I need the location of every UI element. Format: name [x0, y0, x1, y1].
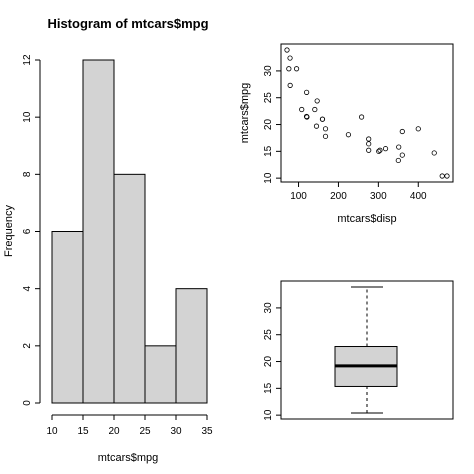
scatter-x-tick-label: 400: [410, 191, 427, 202]
scatter-point: [399, 128, 405, 135]
histogram-bar: [51, 231, 84, 404]
histogram-y-tick-label: 0: [22, 400, 33, 406]
histogram-panel: Histogram of mtcars$mpg mtcars$mpg Frequ…: [3, 16, 213, 464]
scatter-point: [439, 173, 445, 179]
scatter-point: [293, 66, 300, 72]
boxplot-panel: 10 15 20 25 30: [263, 280, 454, 421]
scatter-point: [377, 147, 383, 153]
scatter-point: [358, 114, 365, 120]
scatter-point: [314, 98, 320, 104]
scatter-point: [322, 126, 329, 132]
histogram-y-tick-label: 2: [22, 343, 33, 349]
scatter-point: [366, 141, 372, 147]
scatter-point: [345, 132, 352, 138]
histogram-x-tick-label: 10: [46, 426, 58, 437]
scatter-point: [366, 147, 372, 153]
scatter-x-axis-label: mtcars$disp: [337, 213, 396, 225]
scatter-y-tick-label: 10: [263, 172, 274, 184]
histogram-x-tick-label: 25: [139, 426, 151, 437]
histogram-bar: [113, 173, 146, 404]
scatter-point: [299, 106, 305, 113]
histogram-y-axis: 0 2 4 6 8 10 12: [22, 54, 41, 406]
scatter-y-tick-label: 30: [263, 65, 274, 77]
scatter-point: [304, 89, 310, 95]
histogram-title: Histogram of mtcars$mpg: [47, 16, 208, 31]
scatter-y-axis-label: mtcars$mpg: [239, 83, 251, 144]
scatter-point: [287, 55, 293, 61]
histogram-y-axis-label: Frequency: [3, 205, 15, 257]
scatter-point: [286, 66, 292, 72]
boxplot-y-tick-label: 15: [263, 382, 274, 394]
scatter-panel: mtcars$disp mtcars$mpg 100 200 300 400 10 15…: [239, 43, 454, 225]
scatter-point: [304, 114, 310, 120]
histogram-bar: [144, 345, 177, 404]
scatter-point: [322, 133, 329, 139]
boxplot-y-tick-label: 10: [263, 409, 274, 421]
scatter-point: [395, 157, 401, 164]
histogram-x-tick-label: 30: [170, 426, 182, 437]
histogram-y-tick-label: 6: [22, 228, 33, 234]
boxplot-y-tick-label: 25: [263, 329, 274, 341]
scatter-point: [313, 123, 320, 129]
scatter-point: [376, 148, 382, 154]
scatter-point: [319, 116, 326, 122]
scatter-point: [284, 47, 290, 53]
histogram-y-tick-label: 10: [22, 111, 33, 123]
scatter-points: [284, 47, 450, 179]
scatter-point: [399, 152, 405, 158]
boxplot-frame: [280, 280, 454, 420]
scatter-point: [431, 150, 437, 156]
scatter-y-axis: 10 15 20 25 30: [263, 65, 281, 184]
scatter-plot-frame: [280, 43, 454, 183]
histogram-y-tick-label: 8: [22, 171, 33, 177]
scatter-point: [396, 144, 402, 150]
scatter-point: [312, 106, 318, 113]
scatter-point: [287, 82, 293, 88]
boxplot-marks: [334, 286, 398, 414]
histogram-x-tick-label: 15: [77, 426, 89, 437]
histogram-bars: [51, 59, 208, 404]
scatter-x-axis: 100 200 300 400: [290, 182, 427, 202]
histogram-bar: [175, 288, 208, 404]
scatter-x-tick-label: 300: [370, 191, 387, 202]
histogram-y-tick-label: 4: [22, 285, 33, 291]
boxplot-y-axis: 10 15 20 25 30: [263, 302, 281, 421]
histogram-x-axis: 10 15 20 25 30 35: [46, 414, 213, 437]
scatter-point: [444, 173, 450, 179]
scatter-y-tick-label: 25: [263, 92, 274, 104]
histogram-x-tick-label: 20: [108, 426, 120, 437]
scatter-point: [366, 136, 372, 142]
boxplot-y-tick-label: 30: [263, 302, 274, 314]
histogram-x-axis-label: mtcars$mpg: [98, 452, 159, 464]
histogram-x-tick-label: 35: [201, 426, 213, 437]
scatter-y-tick-label: 15: [263, 145, 274, 157]
scatter-point: [382, 146, 389, 152]
boxplot-y-tick-label: 20: [263, 356, 274, 368]
histogram-y-tick-label: 12: [22, 54, 33, 66]
scatter-x-tick-label: 200: [330, 191, 347, 202]
scatter-x-tick-label: 100: [290, 191, 307, 202]
histogram-bar: [82, 59, 115, 404]
scatter-y-tick-label: 20: [263, 119, 274, 131]
scatter-point: [415, 126, 421, 132]
